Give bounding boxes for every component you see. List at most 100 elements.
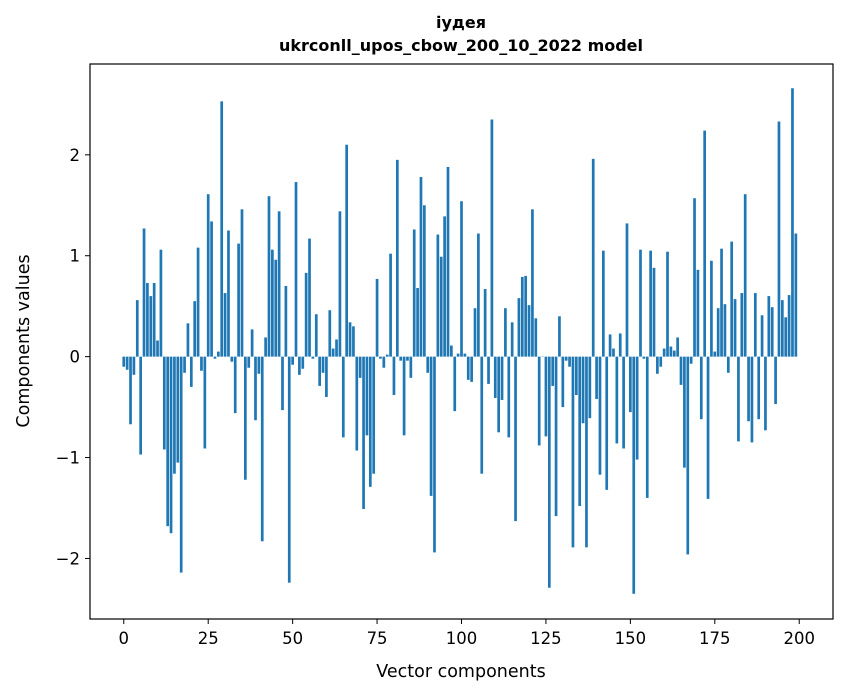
x-tick-label: 125 xyxy=(530,629,562,648)
bar xyxy=(683,356,686,468)
bar xyxy=(642,356,646,359)
bar xyxy=(402,356,406,436)
bar xyxy=(770,307,774,357)
bar xyxy=(612,348,615,357)
bar xyxy=(314,314,318,357)
bar xyxy=(740,293,744,357)
bar xyxy=(507,356,511,438)
bar xyxy=(791,88,794,357)
bar xyxy=(338,211,342,357)
bar xyxy=(656,356,659,374)
plot-frame xyxy=(89,63,834,620)
x-axis-label: Vector components xyxy=(376,662,545,682)
bar xyxy=(409,356,413,378)
bar xyxy=(206,194,210,357)
bar xyxy=(534,318,538,357)
bar xyxy=(605,356,609,490)
x-tick-label: 50 xyxy=(282,629,303,648)
bar xyxy=(176,356,180,463)
bar xyxy=(666,251,669,357)
bar xyxy=(264,337,267,357)
bar xyxy=(399,356,403,361)
bar xyxy=(760,315,764,357)
bar xyxy=(129,356,132,425)
y-tick-label: 0 xyxy=(70,348,81,367)
bar xyxy=(419,177,423,357)
bar xyxy=(267,196,271,357)
bar xyxy=(406,356,409,361)
bar xyxy=(216,351,220,357)
bar xyxy=(743,194,747,357)
x-tick-label: 25 xyxy=(198,629,219,648)
bar xyxy=(652,267,656,357)
bar xyxy=(514,356,517,522)
bar xyxy=(318,356,321,386)
bar xyxy=(679,356,683,385)
bar xyxy=(490,119,494,357)
bar xyxy=(436,234,440,357)
bar xyxy=(493,356,497,399)
y-tick-label: 1 xyxy=(70,247,81,266)
bar xyxy=(693,198,696,357)
bar xyxy=(203,356,207,449)
bar xyxy=(504,308,507,357)
bar xyxy=(395,159,399,357)
bar xyxy=(662,348,666,357)
bar xyxy=(443,216,446,357)
bar xyxy=(257,356,261,374)
bar xyxy=(726,356,730,373)
bar xyxy=(750,356,754,443)
bar xyxy=(159,249,163,357)
bar xyxy=(510,322,514,357)
bar xyxy=(591,158,595,357)
bar xyxy=(639,249,642,357)
bar xyxy=(470,356,473,382)
bar xyxy=(645,356,649,498)
bar xyxy=(426,356,430,373)
bar xyxy=(585,356,588,548)
bar xyxy=(733,299,737,357)
bar xyxy=(696,269,700,357)
bar xyxy=(372,356,376,474)
bar xyxy=(311,356,315,359)
bar xyxy=(537,356,541,446)
bar xyxy=(213,356,217,359)
bar xyxy=(298,356,301,375)
bar xyxy=(477,233,480,357)
bar xyxy=(304,272,308,357)
bar xyxy=(146,282,149,357)
y-axis-ticks: −2 −1 0 1 2 xyxy=(56,146,90,568)
bar xyxy=(689,356,693,364)
bar xyxy=(747,356,750,422)
bar xyxy=(284,286,288,357)
bar xyxy=(466,356,470,380)
bar xyxy=(635,356,639,460)
bar xyxy=(676,337,679,357)
bar xyxy=(345,144,349,357)
bar xyxy=(659,356,663,367)
bar xyxy=(183,356,186,373)
bar xyxy=(166,356,170,527)
bar xyxy=(132,356,136,375)
bar xyxy=(223,293,227,357)
bar xyxy=(152,282,156,357)
bar xyxy=(328,310,332,357)
bar xyxy=(480,356,484,474)
bar xyxy=(713,351,717,357)
bar xyxy=(325,356,328,397)
x-tick-label: 200 xyxy=(783,629,815,648)
bar xyxy=(240,209,244,357)
bar xyxy=(200,356,203,371)
bar xyxy=(574,356,578,395)
bar xyxy=(271,249,274,357)
bar xyxy=(456,353,460,357)
bar xyxy=(368,356,372,487)
bar xyxy=(358,356,362,378)
y-tick-label: −2 xyxy=(56,549,80,568)
bar xyxy=(706,356,710,499)
bar xyxy=(554,356,558,517)
bar xyxy=(142,228,146,357)
bar xyxy=(362,356,365,510)
bar xyxy=(497,356,500,433)
